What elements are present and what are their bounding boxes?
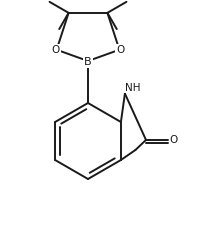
Text: O: O	[116, 45, 124, 55]
Text: O: O	[169, 135, 177, 145]
Text: B: B	[84, 57, 91, 67]
Text: NH: NH	[125, 83, 140, 93]
Text: O: O	[51, 45, 59, 55]
